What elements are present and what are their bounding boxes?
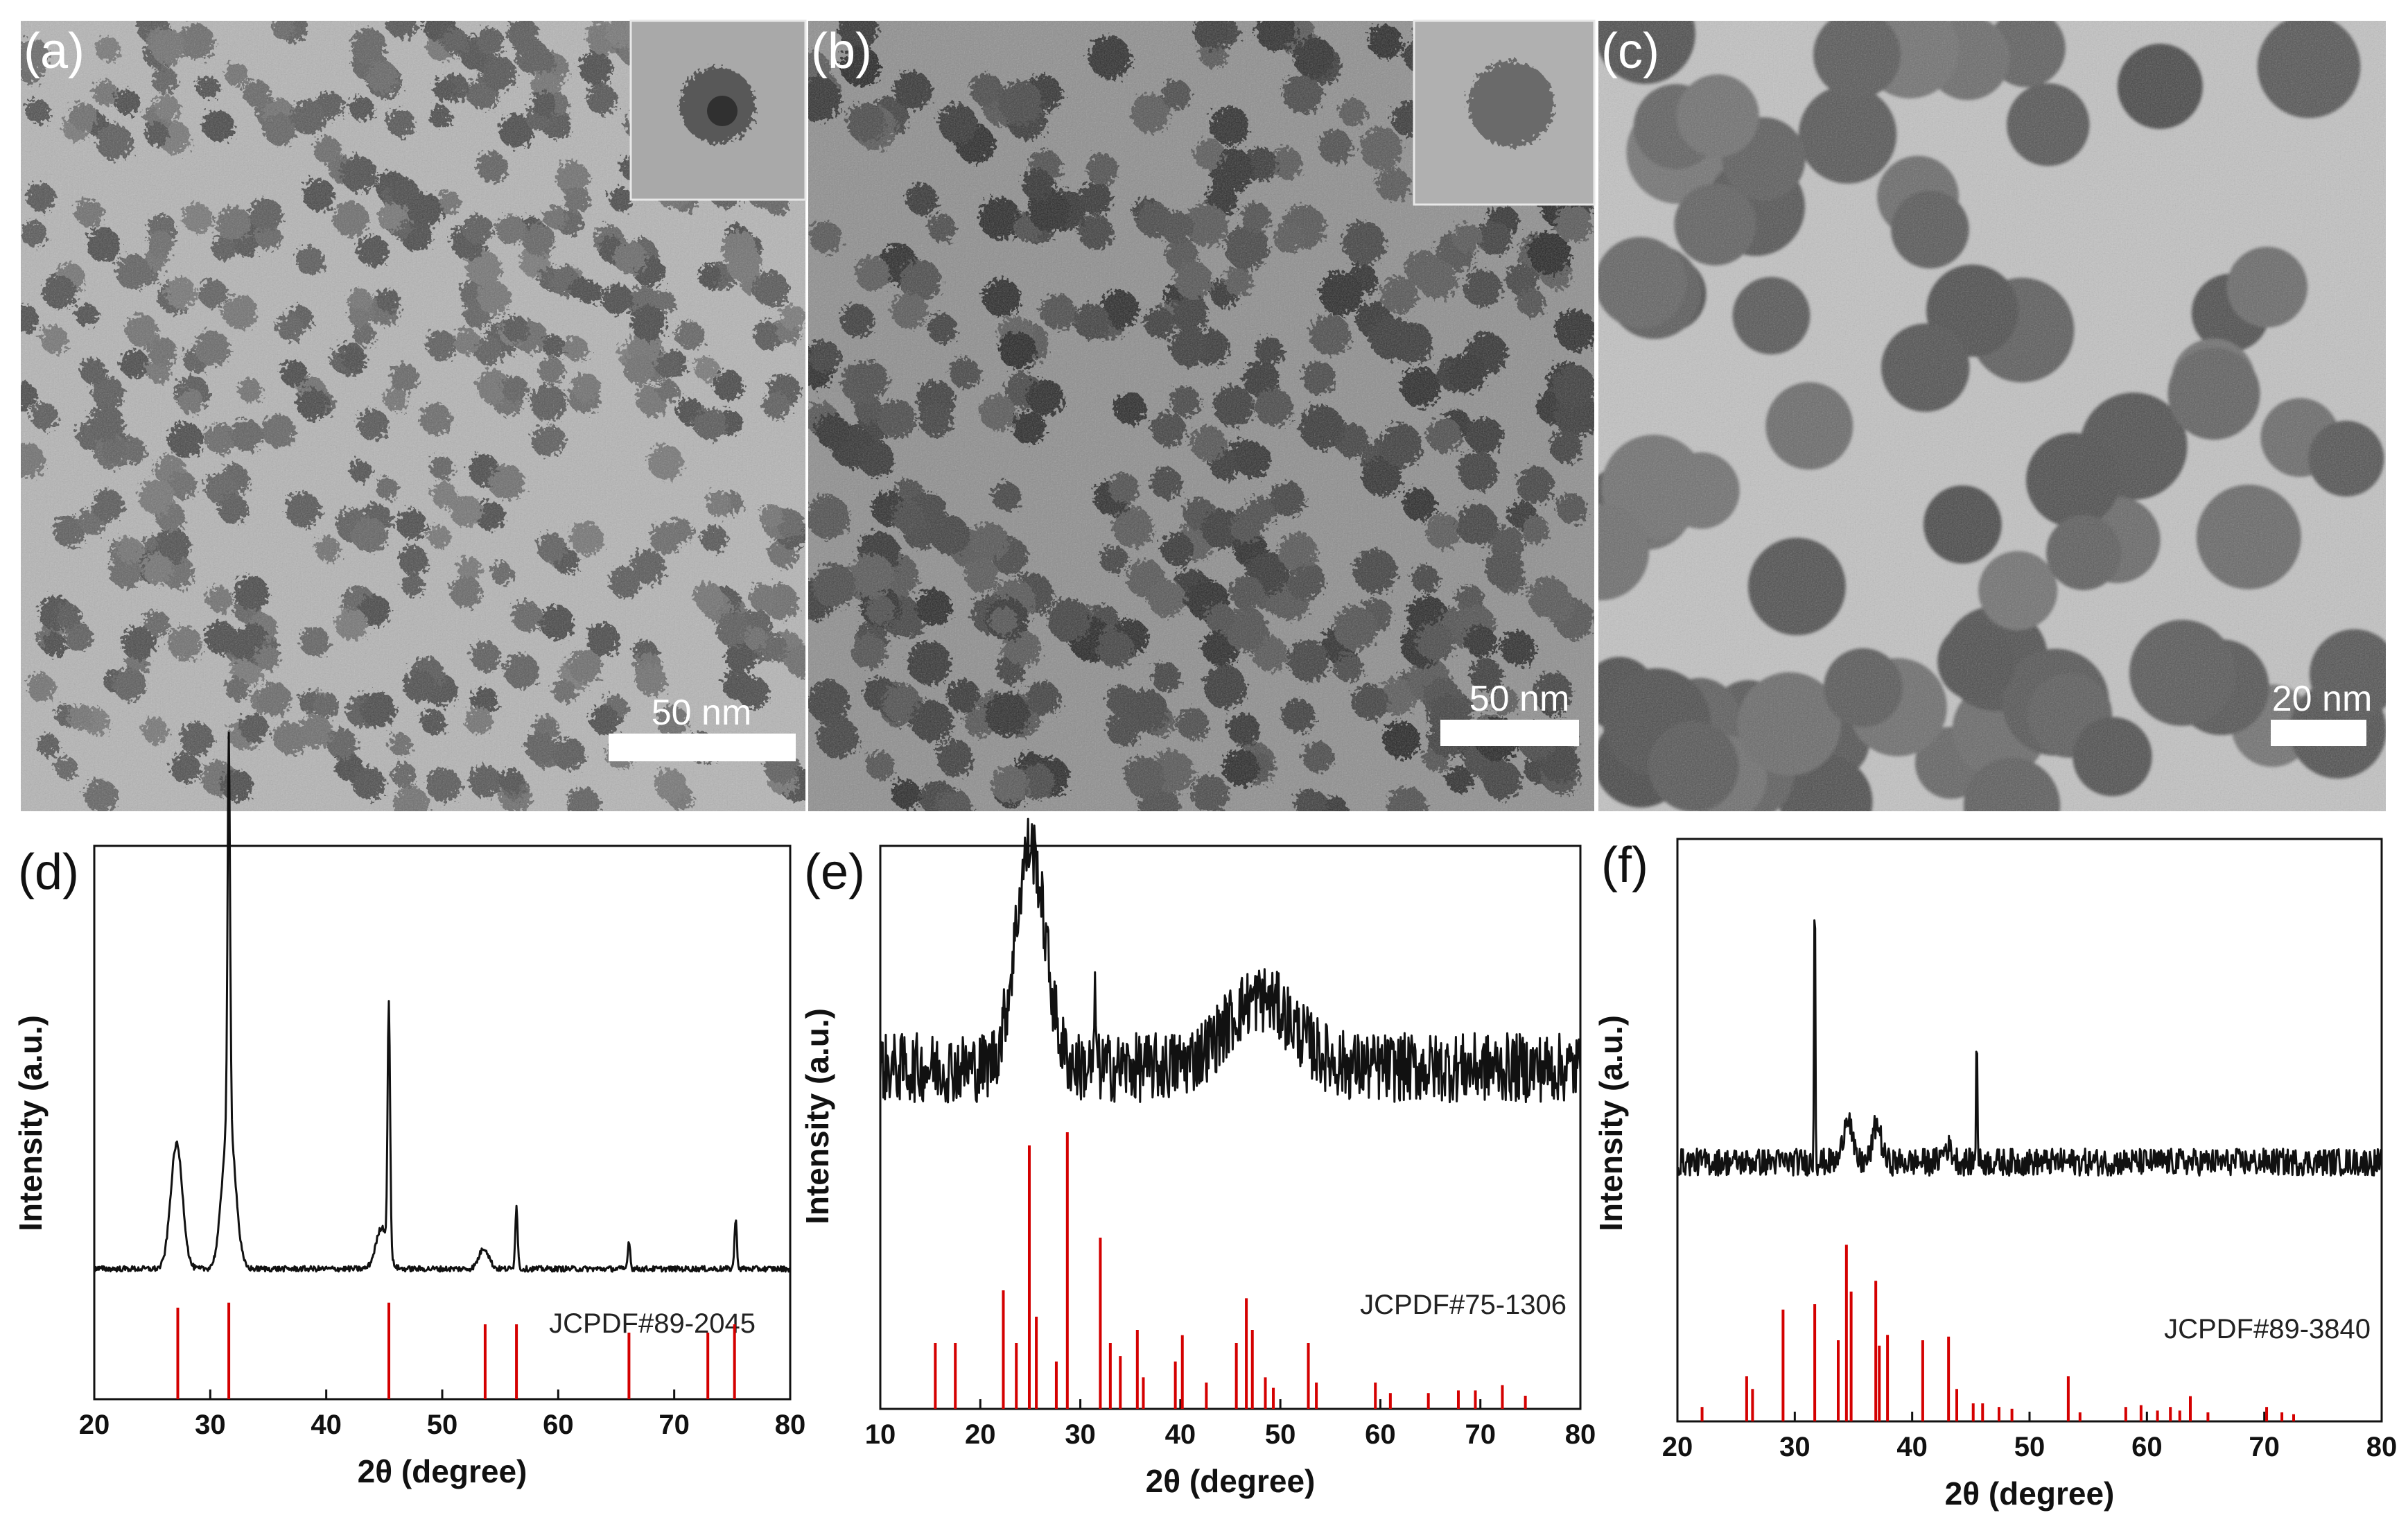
x-tick-label: 60	[2131, 1432, 2163, 1462]
xrd-panel-label: (e)	[804, 845, 865, 900]
xrd-chart-f: (f) 20 30 40 50 60 70 80 2θ (degree) Intensity (a…	[1593, 838, 2397, 1512]
x-axis-title: 2θ (degree)	[1945, 1475, 2115, 1512]
x-tick-label: 50	[2014, 1432, 2045, 1462]
tem-a-label: (a)	[24, 24, 85, 79]
y-axis-title: Intensity (a.u.)	[12, 1015, 49, 1231]
plot-frame	[879, 845, 1582, 1410]
x-tick-label: 80	[1565, 1419, 1596, 1450]
x-tick-label: 70	[658, 1410, 690, 1440]
x-tick-label: 60	[543, 1410, 574, 1440]
tem-panel-b: (b) 50 nm	[808, 19, 1596, 811]
diffraction-pattern-line	[93, 731, 792, 1273]
tem-a-scale-label: 50 nm	[652, 693, 752, 733]
y-axis-title: Intensity (a.u.)	[799, 1008, 835, 1224]
x-tick-label: 20	[1662, 1432, 1693, 1462]
x-tick-label: 50	[1265, 1419, 1296, 1450]
tem-c-label: (c)	[1601, 24, 1659, 79]
x-tick-label: 70	[1465, 1419, 1496, 1450]
diffraction-pattern-line	[879, 817, 1582, 1104]
tem-a-inset	[629, 19, 807, 201]
x-tick-label: 50	[427, 1410, 458, 1440]
tem-b-scale-label: 50 nm	[1469, 679, 1570, 719]
xrd-panel-label: (d)	[18, 845, 79, 900]
xrd-chart-d: (d) 20 30 40 50 60 70 80 2θ (degree) Intensity (a…	[12, 731, 806, 1489]
x-axis-title: 2θ (degree)	[1146, 1463, 1316, 1499]
tem-a-scale-bar	[609, 734, 796, 761]
tem-panel-c: (c) 20 nm	[1598, 21, 2386, 811]
reference-card-label: JCPDF#89-2045	[549, 1308, 756, 1339]
tem-c-scale-bar	[2271, 720, 2366, 746]
x-tick-label: 30	[1779, 1432, 1811, 1462]
reference-card-label: JCPDF#75-1306	[1360, 1290, 1567, 1320]
x-tick-label: 30	[1065, 1419, 1096, 1450]
tem-b-inset	[1413, 19, 1596, 206]
x-tick-label: 20	[965, 1419, 996, 1450]
tem-c-scale-label: 20 nm	[2272, 679, 2373, 719]
x-tick-label: 70	[2249, 1432, 2280, 1462]
x-tick-label: 30	[195, 1410, 226, 1440]
x-tick-label: 40	[1165, 1419, 1196, 1450]
tem-panel-a: (a) 50 nm	[21, 19, 807, 811]
tem-b-label: (b)	[811, 24, 872, 79]
reference-card-label: JCPDF#89-3840	[2164, 1314, 2371, 1344]
x-tick-label: 20	[79, 1410, 110, 1440]
x-tick-label: 60	[1365, 1419, 1396, 1450]
x-tick-label: 40	[311, 1410, 342, 1440]
y-axis-title: Intensity (a.u.)	[1593, 1015, 1629, 1231]
x-tick-label: 40	[1896, 1432, 1928, 1462]
tem-b-scale-bar	[1440, 720, 1579, 746]
x-tick-label: 10	[865, 1419, 896, 1450]
x-tick-label: 80	[775, 1410, 806, 1440]
xrd-chart-e: (e) 10 20 30 40 50 60 70 80 2θ (degree) Intensity …	[799, 817, 1596, 1499]
x-axis-title: 2θ (degree)	[358, 1453, 527, 1489]
xrd-panel-label: (f)	[1601, 838, 1648, 893]
diffraction-pattern-line	[1676, 919, 2382, 1177]
x-tick-label: 80	[2366, 1432, 2398, 1462]
